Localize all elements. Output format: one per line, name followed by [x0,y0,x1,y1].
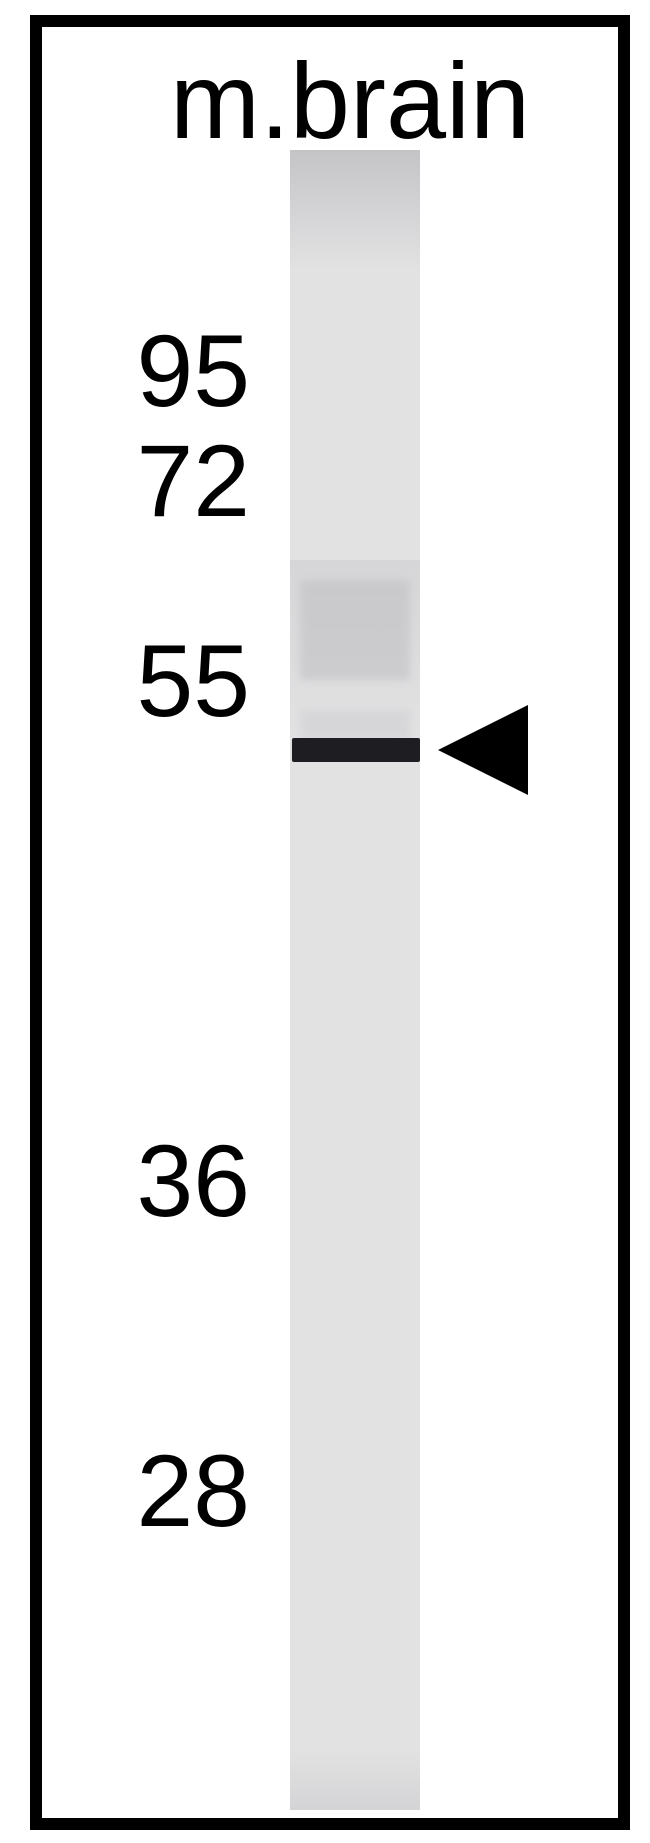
mw-marker-label: 95 [60,320,250,422]
mw-marker-label: 28 [60,1440,250,1542]
mw-marker-label: 36 [60,1130,250,1232]
mw-marker-label: 72 [60,430,250,532]
lane-smear [300,710,410,740]
lane-smear [300,580,410,680]
blot-canvas: m.brain 9572 55 36 28 [0,0,650,1843]
lane-shading [290,1750,420,1810]
lane-title: m.brain [140,38,560,163]
gel-lane [290,150,420,1810]
mw-marker-label: 55 [60,630,250,732]
protein-band [292,738,420,762]
band-arrow-icon [438,705,528,795]
lane-shading [290,150,420,270]
